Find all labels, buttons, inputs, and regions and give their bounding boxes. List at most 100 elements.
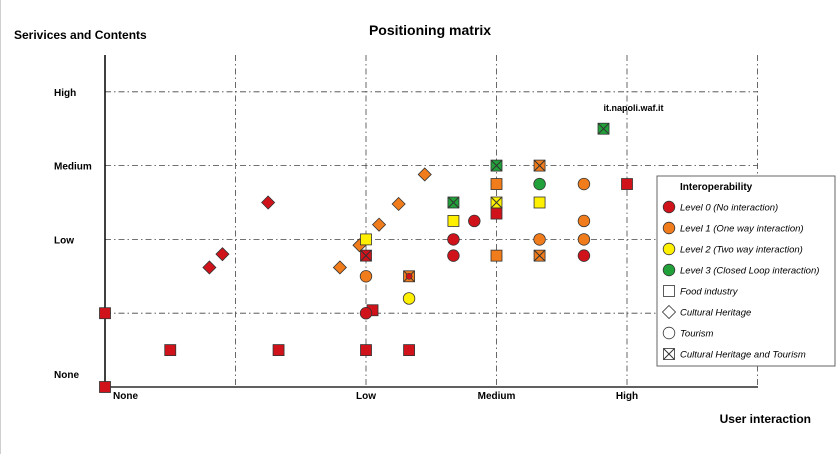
square-marker	[490, 207, 503, 220]
y-axis-label: Serivices and Contents	[14, 28, 147, 42]
data-points	[99, 122, 633, 393]
legend-entry-label: Cultural Heritage and Tourism	[680, 350, 806, 361]
diamond-marker	[417, 167, 432, 182]
xsquare-cross	[360, 249, 372, 262]
data-point	[468, 214, 481, 228]
circle-marker	[662, 242, 676, 256]
y-tick-label: High	[54, 88, 76, 99]
circle-marker	[662, 200, 676, 214]
data-point	[332, 260, 347, 275]
data-point	[403, 344, 415, 357]
legend-box	[656, 175, 836, 367]
data-point	[99, 381, 111, 393]
legend-entry-label: Level 2 (Two way interaction)	[680, 245, 803, 256]
square-marker	[490, 178, 503, 190]
circle-marker	[662, 263, 676, 277]
xsquare-cross	[447, 196, 460, 209]
data-point	[360, 344, 372, 357]
data-point	[533, 196, 546, 209]
data-point	[577, 177, 591, 191]
data-point	[533, 159, 546, 172]
data-point	[261, 195, 276, 210]
legend-entry-label: Level 1 (One way interaction)	[680, 224, 804, 235]
x-tick-label: Low	[356, 391, 376, 402]
legend-entry-label: Food industry	[680, 287, 739, 298]
data-point	[490, 196, 503, 209]
circle-marker	[447, 233, 460, 246]
square-marker	[490, 249, 503, 262]
legend-entry-label: Level 0 (No interaction)	[680, 203, 778, 214]
diamond-marker	[371, 217, 387, 232]
data-point	[447, 196, 460, 209]
square-marker	[360, 233, 372, 246]
annotation-label: it.napoli.waf.it	[604, 103, 664, 113]
data-point	[490, 159, 503, 172]
x-tick-label: None	[113, 391, 138, 402]
xsquare-cross	[490, 196, 503, 209]
legend-swatch	[663, 348, 675, 360]
data-point	[577, 249, 591, 262]
square-marker	[360, 344, 372, 357]
data-point	[447, 249, 460, 262]
data-point	[360, 249, 372, 262]
circle-marker	[577, 249, 591, 262]
square-marker	[99, 381, 111, 393]
legend-swatch	[662, 221, 676, 235]
square-marker	[99, 307, 111, 320]
circle-marker	[402, 292, 416, 305]
data-point	[202, 260, 217, 275]
circle-marker	[359, 270, 373, 283]
data-point	[577, 233, 591, 246]
circle-marker	[533, 233, 546, 246]
data-point	[621, 178, 633, 190]
data-point	[533, 177, 546, 191]
data-point	[597, 122, 610, 135]
circle-marker	[662, 221, 676, 235]
square-marker	[621, 178, 633, 190]
xsquare-cross	[490, 159, 503, 172]
tick-labels: None Low Medium High None Low Medium High	[54, 88, 638, 402]
diamond-marker	[391, 196, 406, 212]
legend-entry-label: Cultural Heritage	[680, 308, 751, 319]
data-point	[360, 233, 372, 246]
legend-entry-label: Level 3 (Closed Loop interaction)	[680, 266, 819, 277]
data-point	[490, 207, 503, 220]
data-point	[577, 214, 591, 228]
data-point	[359, 270, 373, 283]
diamond-marker	[215, 247, 230, 262]
circle-marker	[662, 326, 676, 340]
x-tick-label: High	[616, 391, 638, 402]
square-marker	[272, 344, 285, 357]
legend-entry-label: Tourism	[680, 329, 714, 340]
xsquare-cross	[597, 122, 610, 135]
circle-marker	[577, 214, 591, 228]
square-marker	[533, 196, 546, 209]
circle-marker	[447, 249, 460, 262]
square-marker	[164, 344, 177, 357]
circle-marker	[577, 177, 591, 191]
data-point	[391, 196, 406, 212]
diamond-marker	[202, 260, 217, 275]
xsquare-cross	[533, 249, 546, 262]
circle-marker	[359, 307, 373, 320]
data-point	[402, 292, 416, 305]
y-tick-label: Low	[54, 235, 74, 246]
diamond-marker	[261, 195, 276, 210]
data-point	[99, 307, 111, 320]
chart-title: Positioning matrix	[369, 22, 491, 38]
legend: Interoperability Level 0 (No interaction)…	[656, 175, 836, 367]
data-point	[533, 249, 546, 262]
circle-marker	[533, 177, 546, 191]
data-point	[447, 233, 460, 246]
data-point	[533, 233, 546, 246]
xsquare-cross	[663, 348, 675, 360]
xsquare-cross	[533, 159, 546, 172]
annotations: it.napoli.waf.it	[604, 103, 664, 113]
dot-marker	[405, 272, 413, 280]
circle-marker	[468, 214, 481, 228]
data-point	[164, 344, 177, 357]
y-tick-label: None	[54, 370, 79, 381]
legend-swatch	[662, 326, 676, 340]
data-point	[447, 215, 460, 227]
